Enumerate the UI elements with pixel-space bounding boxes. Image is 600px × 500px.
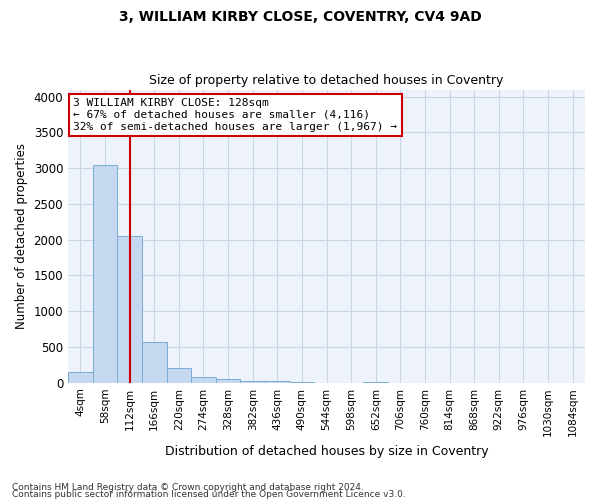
Text: 3 WILLIAM KIRBY CLOSE: 128sqm
← 67% of detached houses are smaller (4,116)
32% o: 3 WILLIAM KIRBY CLOSE: 128sqm ← 67% of d… xyxy=(73,98,397,132)
Bar xyxy=(117,236,142,382)
Bar xyxy=(92,164,117,382)
Bar xyxy=(142,342,167,382)
Text: Contains HM Land Registry data © Crown copyright and database right 2024.: Contains HM Land Registry data © Crown c… xyxy=(12,484,364,492)
Bar xyxy=(167,368,191,382)
Text: Contains public sector information licensed under the Open Government Licence v3: Contains public sector information licen… xyxy=(12,490,406,499)
Bar xyxy=(68,372,92,382)
Title: Size of property relative to detached houses in Coventry: Size of property relative to detached ho… xyxy=(149,74,504,87)
X-axis label: Distribution of detached houses by size in Coventry: Distribution of detached houses by size … xyxy=(165,444,488,458)
Bar xyxy=(241,380,265,382)
Text: 3, WILLIAM KIRBY CLOSE, COVENTRY, CV4 9AD: 3, WILLIAM KIRBY CLOSE, COVENTRY, CV4 9A… xyxy=(119,10,481,24)
Y-axis label: Number of detached properties: Number of detached properties xyxy=(15,143,28,329)
Bar xyxy=(191,378,216,382)
Bar xyxy=(216,378,241,382)
